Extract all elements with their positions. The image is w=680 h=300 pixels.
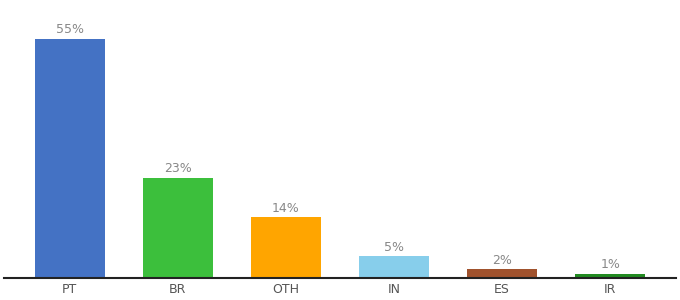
Bar: [35, 39, 105, 278]
Text: 55%: 55%: [56, 23, 84, 36]
Text: 5%: 5%: [384, 241, 404, 254]
Bar: [251, 217, 321, 278]
Text: 2%: 2%: [492, 254, 512, 267]
Text: 14%: 14%: [272, 202, 300, 214]
Text: 23%: 23%: [164, 162, 192, 176]
Bar: [143, 178, 213, 278]
Bar: [575, 274, 645, 278]
Bar: [359, 256, 429, 278]
Text: 1%: 1%: [600, 258, 620, 271]
Bar: [467, 269, 537, 278]
